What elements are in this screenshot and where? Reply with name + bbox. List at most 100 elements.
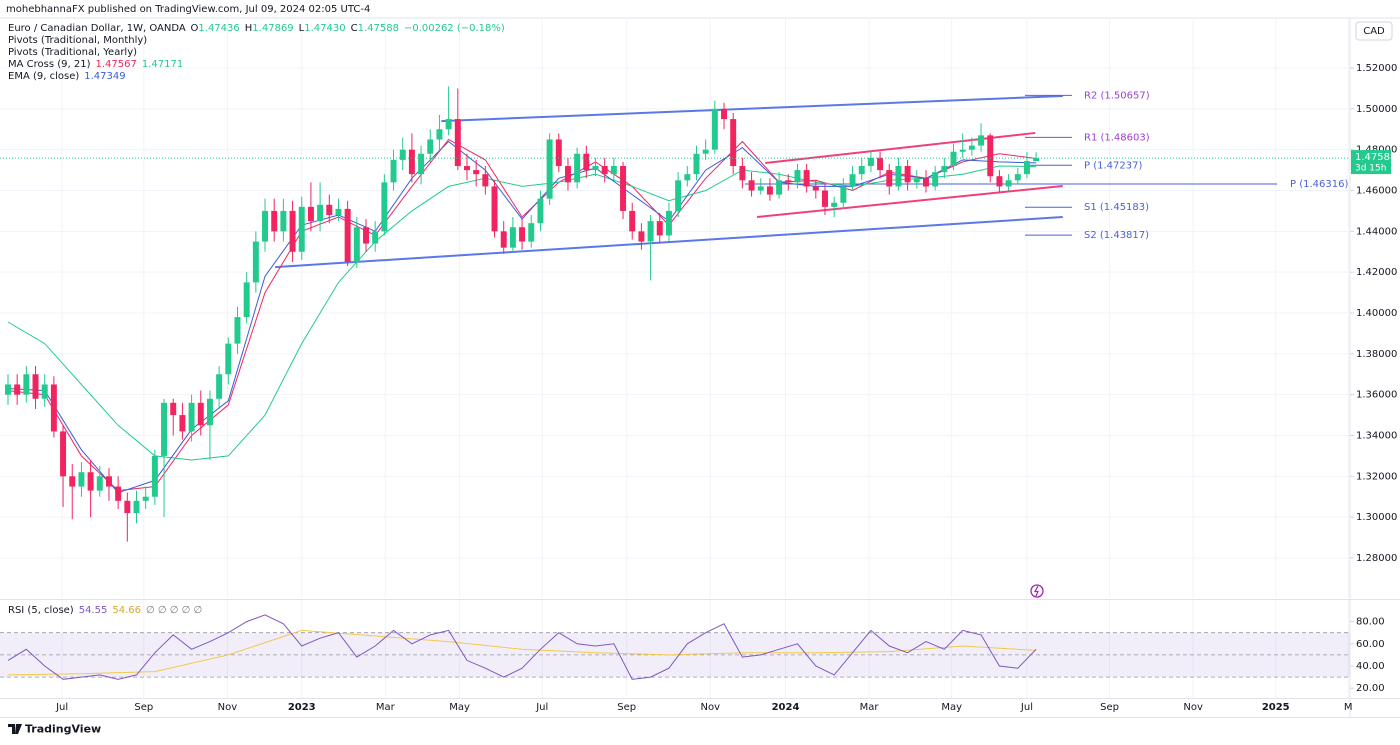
candle-body <box>500 231 507 248</box>
last-price-label: 1.47588 <box>1355 152 1396 163</box>
ohlc-value: 1.47588 <box>358 23 399 34</box>
x-tick-label: 2025 <box>1262 702 1290 713</box>
pivot-label: R1 (1.48603) <box>1084 132 1150 143</box>
candle-body <box>620 166 627 211</box>
rsi-y-tick-label: 60.00 <box>1356 639 1385 650</box>
candle-body <box>968 145 975 150</box>
currency: CAD <box>1363 26 1385 37</box>
candle-body <box>335 208 342 216</box>
candle-body <box>243 282 250 318</box>
x-tick-label: Sep <box>134 702 153 713</box>
events-icon[interactable] <box>1030 584 1044 598</box>
overlay-value: 1.47349 <box>84 71 125 82</box>
candle-body <box>142 496 149 501</box>
x-tick-label: 2023 <box>288 702 316 713</box>
candle-body <box>454 119 461 167</box>
candle-body <box>537 198 544 224</box>
candle-body <box>23 374 30 395</box>
candle-body <box>693 153 700 175</box>
y-tick-label: 1.28000 <box>1356 553 1397 564</box>
ohlc-value: 1.47869 <box>252 23 293 34</box>
candles <box>5 86 1040 542</box>
rsi-value: 54.55 <box>79 605 108 616</box>
rsi-y-tick-label: 40.00 <box>1356 661 1385 672</box>
candle-body <box>950 151 957 167</box>
candle-body <box>840 186 847 203</box>
candle-body <box>307 206 314 222</box>
x-tick-label: Sep <box>617 702 636 713</box>
candle-body <box>179 415 186 432</box>
candle-body <box>262 210 269 242</box>
candle-body <box>353 227 360 262</box>
candle-body <box>491 186 498 232</box>
candle-body <box>234 317 241 344</box>
candle-body <box>482 174 489 187</box>
candle-body <box>610 166 617 175</box>
legend-item: MA Cross (9, 21) 1.47567 1.47171 <box>8 59 183 70</box>
candle-body <box>831 202 838 207</box>
events-icon-bolt <box>1033 585 1039 597</box>
candle-body <box>317 204 324 222</box>
candle-body <box>867 157 874 167</box>
candle-body <box>1023 161 1030 175</box>
candle-body <box>32 374 39 399</box>
currency-box[interactable] <box>1355 21 1393 41</box>
candle-body <box>877 157 884 171</box>
candle-body <box>408 149 415 175</box>
candle-body <box>427 139 434 154</box>
x-tick-label: May <box>449 702 470 713</box>
candle-body <box>96 476 103 491</box>
candle-body <box>739 166 746 181</box>
candle-body <box>996 176 1003 187</box>
candle-body <box>289 210 296 252</box>
rsi-title: RSI (5, close) <box>8 605 74 616</box>
candle-body <box>206 398 213 426</box>
x-tick-label: Mar <box>860 702 880 713</box>
candle-body <box>399 149 406 160</box>
ohlc-value: 1.47430 <box>304 23 345 34</box>
trend-line <box>275 216 1063 269</box>
candle-body <box>904 166 911 183</box>
candle-body <box>656 221 663 236</box>
candle-body <box>188 402 195 432</box>
candle-body <box>105 476 112 487</box>
y-tick-label: 1.36000 <box>1356 390 1397 401</box>
candle-body <box>1014 174 1021 181</box>
grid <box>0 18 1350 698</box>
candle-body <box>564 166 571 183</box>
candle-body <box>849 174 856 187</box>
x-tick-label: Nov <box>1183 702 1203 713</box>
countdown: 3d 15h <box>1355 164 1386 174</box>
pivot-label: R2 (1.50657) <box>1084 90 1150 101</box>
ohlc-label: C <box>351 23 358 34</box>
ohlc-label: H <box>245 23 253 34</box>
candle-body <box>766 186 773 195</box>
candle-body <box>87 472 94 491</box>
candle-body <box>721 108 728 120</box>
overlay-name: EMA (9, close) <box>8 71 79 82</box>
y-tick-label: 1.32000 <box>1356 471 1397 482</box>
publisher: mohebhannaFX published on TradingView.co… <box>6 4 370 15</box>
candle-body <box>509 227 516 248</box>
ma-line <box>7 165 1037 461</box>
candle-body <box>372 231 379 244</box>
x-tick-label: Mar <box>376 702 396 713</box>
candle-body <box>418 153 425 175</box>
candle-body <box>858 166 865 175</box>
candle-body <box>252 241 259 283</box>
candle-body <box>298 206 305 252</box>
candle-body <box>463 166 470 171</box>
candle-body <box>5 384 11 395</box>
title: Euro / Canadian Dollar, 1W, OANDA <box>8 23 186 34</box>
candle-body <box>822 190 828 207</box>
y-tick-label: 1.52000 <box>1356 63 1397 74</box>
candle-body <box>344 208 351 262</box>
legend-item: Pivots (Traditional, Monthly) <box>8 35 147 46</box>
pivot-label: S1 (1.45183) <box>1084 202 1149 213</box>
candle-body <box>785 180 792 183</box>
candle-body <box>271 210 278 232</box>
candle-body <box>757 186 764 191</box>
candle-body <box>592 166 599 171</box>
y-tick-label: 1.42000 <box>1356 267 1397 278</box>
